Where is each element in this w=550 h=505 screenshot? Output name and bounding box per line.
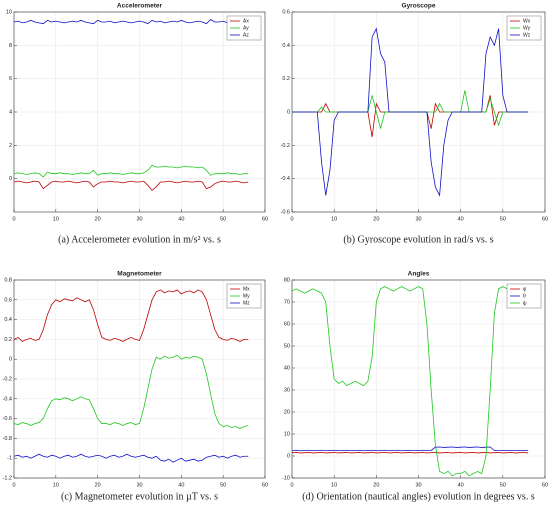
- x-tick-label: 0: [12, 482, 15, 488]
- x-tick-label: 30: [415, 482, 421, 488]
- legend-label: Az: [243, 32, 249, 38]
- x-tick-label: 40: [458, 216, 464, 222]
- chart-title: Magnetometer: [117, 271, 162, 278]
- x-tick-label: 30: [415, 216, 421, 222]
- legend-label: My: [243, 293, 250, 299]
- y-tick-label: 2: [9, 143, 12, 149]
- data-line: [292, 90, 529, 129]
- y-tick-label: -0.2: [3, 376, 12, 382]
- legend-label: ψ: [523, 300, 527, 306]
- legend-label: Mx: [243, 286, 250, 292]
- y-tick-label: 0.2: [4, 337, 12, 343]
- data-line: [292, 95, 529, 138]
- x-tick-label: 10: [53, 216, 59, 222]
- caption: (a) Accelerometer evolution in m/s² vs. …: [58, 234, 221, 245]
- y-tick-label: 20: [284, 409, 290, 415]
- data-line: [292, 27, 529, 197]
- y-tick-label: 0.6: [4, 297, 12, 303]
- legend-label: Ay: [243, 25, 249, 31]
- legend-box: [226, 15, 262, 41]
- y-tick-label: 10: [284, 431, 290, 437]
- legend-label: Mz: [243, 300, 250, 306]
- y-tick-label: 6: [9, 76, 12, 82]
- x-tick-label: 60: [262, 216, 268, 222]
- caption: (c) Magnetometer evolution in µT vs. s: [61, 491, 218, 502]
- y-tick-label: 0.8: [4, 277, 12, 283]
- y-tick-label: 0: [287, 109, 290, 115]
- x-tick-label: 20: [95, 482, 101, 488]
- y-tick-label: 0.4: [282, 43, 290, 49]
- x-tick-label: 60: [262, 482, 268, 488]
- x-tick-label: 20: [95, 216, 101, 222]
- x-tick-label: 40: [178, 216, 184, 222]
- y-tick-label: -1: [7, 456, 12, 462]
- panel: Magnetometer -1.2 -1 -0.8 -0.6 -0.4 -0.2 0 0.2 0.…: [3, 271, 269, 503]
- y-tick-label: 40: [284, 365, 290, 371]
- x-tick-label: 50: [220, 216, 226, 222]
- legend-label: Ax: [243, 18, 249, 24]
- x-tick-label: 30: [136, 482, 142, 488]
- y-tick-label: -0.4: [281, 176, 290, 182]
- caption: (d) Orientation (nautical angles) evolut…: [302, 491, 535, 502]
- x-tick-label: 40: [178, 482, 184, 488]
- legend-label: Wy: [523, 25, 531, 31]
- y-tick-label: -0.6: [281, 209, 290, 215]
- y-tick-label: 4: [9, 109, 12, 115]
- y-tick-label: -0.4: [3, 396, 12, 402]
- legend-label: φ: [523, 286, 527, 292]
- y-tick-label: 30: [284, 387, 290, 393]
- x-tick-label: 60: [542, 482, 548, 488]
- y-tick-label: 0: [9, 176, 12, 182]
- x-tick-label: 50: [500, 482, 506, 488]
- x-tick-label: 10: [331, 482, 337, 488]
- x-tick-label: 10: [53, 482, 59, 488]
- data-line: [13, 289, 249, 342]
- panel: Gyroscope -0.6 -0.4 -0.2 0 0.2 0.4 0.6 0 10 20 30 40…: [281, 3, 549, 246]
- y-tick-label: 60: [284, 321, 290, 327]
- x-tick-label: 60: [542, 216, 548, 222]
- chart-title: Gyroscope: [402, 3, 436, 10]
- data-line: [13, 18, 249, 25]
- x-tick-label: 40: [458, 482, 464, 488]
- y-tick-label: 50: [284, 343, 290, 349]
- y-tick-label: -10: [282, 475, 290, 481]
- y-tick-label: -1.2: [3, 475, 12, 481]
- y-tick-label: 0.6: [282, 9, 290, 15]
- x-tick-label: 20: [373, 216, 379, 222]
- y-tick-label: 10: [6, 9, 12, 15]
- legend-label: Wx: [523, 18, 531, 24]
- data-line: [13, 180, 249, 191]
- data-line: [291, 286, 529, 477]
- y-tick-label: -0.8: [3, 436, 12, 442]
- x-tick-label: 30: [136, 216, 142, 222]
- y-tick-label: -0.2: [281, 143, 290, 149]
- data-line: [291, 446, 529, 452]
- x-tick-label: 0: [290, 482, 293, 488]
- data-line: [13, 453, 249, 463]
- x-tick-label: 20: [373, 482, 379, 488]
- x-tick-label: 0: [290, 216, 293, 222]
- y-tick-label: 0: [9, 357, 12, 363]
- y-tick-label: 80: [284, 277, 290, 283]
- x-tick-label: 0: [12, 216, 15, 222]
- chart-title: Angles: [408, 271, 430, 278]
- caption: (b) Gyroscope evolution in rad/s vs. s: [343, 234, 493, 245]
- legend-label: Wz: [523, 32, 531, 38]
- chart-title: Accelerometer: [117, 3, 163, 10]
- y-tick-label: 0: [287, 453, 290, 459]
- y-tick-label: 0.2: [282, 76, 290, 82]
- y-tick-label: -0.6: [3, 416, 12, 422]
- x-tick-label: 50: [220, 482, 226, 488]
- y-tick-label: 70: [284, 299, 290, 305]
- y-tick-label: 0.4: [4, 317, 12, 323]
- data-line: [13, 164, 249, 178]
- x-tick-label: 10: [331, 216, 337, 222]
- data-line: [13, 354, 249, 429]
- legend-label: θ: [523, 293, 526, 299]
- y-tick-label: 8: [9, 43, 12, 49]
- x-tick-label: 50: [500, 216, 506, 222]
